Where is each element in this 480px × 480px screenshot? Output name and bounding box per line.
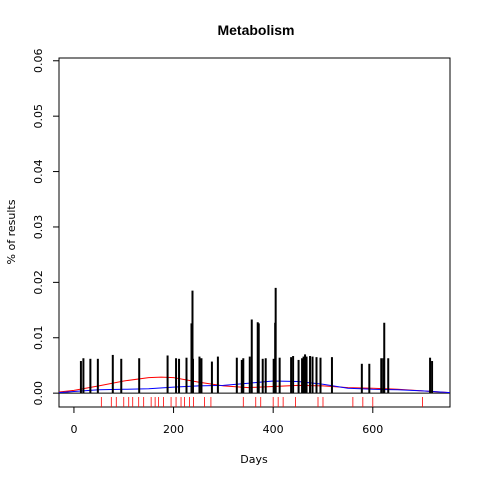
y-tick-label: 0.02 (32, 270, 45, 295)
x-tick-label: 600 (362, 423, 383, 436)
chart-title: Metabolism (217, 22, 294, 38)
plot-area (58, 57, 451, 408)
y-tick-label: 0.00 (32, 381, 45, 406)
y-tick-label: 0.06 (32, 49, 45, 74)
x-tick-label: 0 (70, 423, 77, 436)
series-line (58, 376, 451, 394)
y-tick-label: 0.01 (32, 326, 45, 351)
y-axis: 0.00 0.01 0.02 0.03 0.04 0.05 0.06 (32, 49, 60, 406)
x-tick-label: 200 (163, 423, 184, 436)
y-tick-label: 0.03 (32, 215, 45, 240)
x-tick-label: 400 (263, 423, 284, 436)
series-line (58, 380, 451, 394)
plot-frame (58, 57, 451, 408)
y-axis-label: % of results (5, 199, 18, 264)
y-tick-label: 0.05 (32, 104, 45, 129)
x-axis: 0 200 400 600 (70, 406, 383, 436)
y-tick-label: 0.04 (32, 159, 45, 184)
x-axis-label: Days (240, 453, 268, 466)
